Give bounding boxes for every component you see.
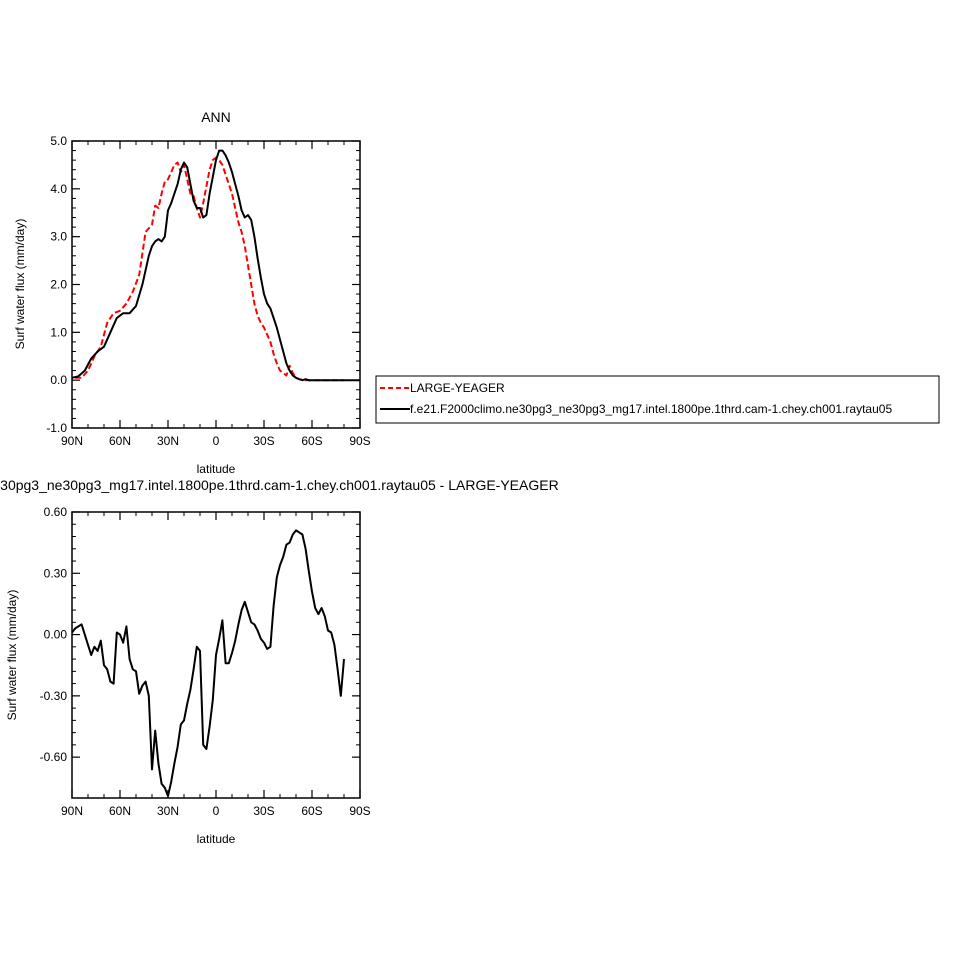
bottom-chart-x-axis-label: latitude xyxy=(197,832,236,846)
top-y-tick-label: -1.0 xyxy=(46,421,67,435)
top-y-tick-label: 2.0 xyxy=(50,278,67,292)
top-x-tick-label: 0 xyxy=(213,434,220,448)
top-y-tick-label: 3.0 xyxy=(50,230,67,244)
top-x-tick-label: 60S xyxy=(301,434,322,448)
legend-box xyxy=(375,375,940,424)
bottom-chart-plot-area: 90N 60N 30N 0 30S 60S 90S -0.60 -0.30 0.00 0.30 0.6… xyxy=(40,505,371,818)
top-x-tick-label: 60N xyxy=(109,434,131,448)
top-x-tick-label: 30S xyxy=(253,434,274,448)
legend-label-series-2: f.e21.F2000climo.ne30pg3_ne30pg3_mg17.in… xyxy=(410,402,892,416)
bottom-x-tick-label: 60S xyxy=(301,804,322,818)
top-y-tick-label: 1.0 xyxy=(50,325,67,339)
bottom-chart-panel: f.e21.F2000climo.ne30pg3_ne30pg3_mg17.in… xyxy=(0,477,559,846)
top-x-tick-label: 90N xyxy=(61,434,83,448)
bottom-x-tick-label: 90S xyxy=(349,804,370,818)
bottom-y-tick-label: 0.00 xyxy=(44,628,68,642)
top-chart-y-axis-label: Surf water flux (mm/day) xyxy=(13,219,27,350)
top-x-tick-label: 30N xyxy=(157,434,179,448)
top-chart-panel: ANN latitude Surf water flux (mm/day) 90… xyxy=(13,109,371,476)
top-y-tick-label: 4.0 xyxy=(50,182,67,196)
bottom-y-tick-label: 0.30 xyxy=(44,566,68,580)
bottom-y-tick-label: 0.60 xyxy=(44,505,68,519)
bottom-x-tick-label: 0 xyxy=(213,804,220,818)
bottom-x-tick-label: 60N xyxy=(109,804,131,818)
top-x-tick-label: 90S xyxy=(349,434,370,448)
bottom-series-line-1 xyxy=(71,529,345,797)
top-chart-title: ANN xyxy=(201,109,231,125)
top-chart-x-axis-label: latitude xyxy=(197,462,236,476)
bottom-x-tick-label: 30N xyxy=(157,804,179,818)
top-y-tick-label: 0.0 xyxy=(50,373,67,387)
bottom-y-tick-label: -0.30 xyxy=(40,689,68,703)
bottom-chart-y-axis-label: Surf water flux (mm/day) xyxy=(5,590,19,721)
legend: LARGE-YEAGER f.e21.F2000climo.ne30pg3_ne… xyxy=(375,375,940,424)
bottom-x-tick-label: 30S xyxy=(253,804,274,818)
top-chart-plot-area: 90N 60N 30N 0 30S 60S 90S -1.0 0.0 1.0 2.0 3.0 4.0 5.… xyxy=(46,134,370,448)
bottom-x-tick-label: 90N xyxy=(61,804,83,818)
top-y-tick-label: 5.0 xyxy=(50,134,67,148)
legend-label-series-1: LARGE-YEAGER xyxy=(410,381,505,395)
top-frame xyxy=(71,140,361,429)
top-series-line-2 xyxy=(71,149,360,382)
bottom-y-tick-label: -0.60 xyxy=(40,750,68,764)
bottom-chart-title: f.e21.F2000climo.ne30pg3_ne30pg3_mg17.in… xyxy=(0,477,559,493)
